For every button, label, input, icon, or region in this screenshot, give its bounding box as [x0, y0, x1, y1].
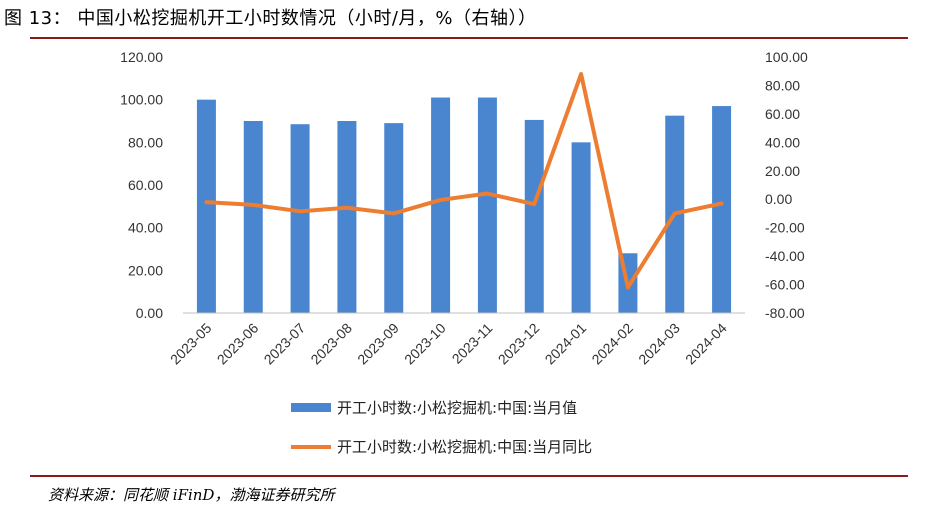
right-tick-label: 100.00	[765, 49, 808, 65]
top-rule	[30, 37, 908, 39]
x-tick-label: 2023-12	[495, 320, 543, 368]
legend-line-label: 开工小时数:小松挖掘机:中国:当月同比	[337, 438, 592, 456]
bar	[290, 124, 310, 313]
right-tick-label: -80.00	[765, 305, 805, 321]
bar	[431, 97, 451, 314]
left-tick-label: 40.00	[128, 220, 163, 236]
yoy-point	[580, 73, 582, 75]
bar	[477, 97, 497, 314]
bar-series	[196, 97, 732, 314]
x-tick-label: 2023-06	[214, 320, 262, 368]
left-axis: 0.00 20.00 40.00 60.00 80.00 100.00 120.00	[120, 49, 163, 321]
yoy-point	[440, 199, 442, 201]
legend-bar-label: 开工小时数:小松挖掘机:中国:当月值	[337, 399, 577, 417]
yoy-point	[252, 204, 254, 206]
right-tick-label: 0.00	[765, 191, 792, 207]
yoy-point	[299, 210, 301, 212]
yoy-point	[393, 212, 395, 214]
yoy-point	[674, 212, 676, 214]
x-tick-label: 2023-05	[167, 320, 215, 368]
left-tick-label: 100.00	[120, 92, 163, 108]
x-tick-label: 2023-11	[449, 320, 496, 367]
right-tick-label: 60.00	[765, 106, 800, 122]
yoy-point	[627, 286, 629, 288]
bar	[524, 119, 544, 313]
right-axis: -80.00 -60.00 -40.00 -20.00 0.00 20.00 40.00 60…	[765, 49, 808, 321]
yoy-point	[346, 207, 348, 209]
x-tick-label: 2023-07	[261, 320, 309, 368]
bar	[243, 121, 263, 313]
left-tick-label: 60.00	[128, 177, 163, 193]
source-note: 资料来源：同花顺 iFinD，渤海证券研究所	[48, 486, 335, 504]
left-tick-label: 0.00	[136, 305, 163, 321]
bar	[384, 123, 404, 313]
bar	[337, 121, 357, 313]
yoy-point	[205, 201, 207, 203]
x-tick-label: 2023-10	[401, 320, 449, 368]
x-tick-label: 2024-03	[635, 320, 683, 368]
right-tick-label: -20.00	[765, 220, 805, 236]
right-tick-label: -60.00	[765, 277, 805, 293]
bottom-rule	[30, 475, 908, 477]
bar	[571, 142, 591, 313]
x-tick-label: 2023-09	[354, 320, 402, 368]
bar	[196, 99, 216, 314]
bar	[712, 106, 732, 313]
yoy-point	[533, 203, 535, 205]
x-axis-labels: 2023-05 2023-06 2023-07 2023-08 2023-09 2023-…	[167, 320, 730, 368]
x-tick-label: 2023-08	[307, 320, 355, 368]
left-tick-label: 80.00	[128, 134, 163, 150]
line-series	[204, 72, 724, 290]
x-tick-label: 2024-02	[588, 320, 636, 368]
right-tick-label: 80.00	[765, 77, 800, 93]
x-tick-label: 2024-04	[682, 320, 730, 368]
x-tick-label: 2024-01	[542, 320, 590, 368]
yoy-point	[486, 193, 488, 195]
left-tick-label: 120.00	[120, 49, 163, 65]
yoy-line	[204, 72, 724, 290]
right-tick-label: -40.00	[765, 248, 805, 264]
legend-bar-swatch	[291, 403, 331, 412]
yoy-point	[721, 202, 723, 204]
right-tick-label: 40.00	[765, 134, 800, 150]
left-tick-label: 20.00	[128, 262, 163, 278]
chart-title: 图 13： 中国小松挖掘机开工小时数情况（小时/月，%（右轴））	[4, 8, 537, 29]
right-tick-label: 20.00	[765, 163, 800, 179]
